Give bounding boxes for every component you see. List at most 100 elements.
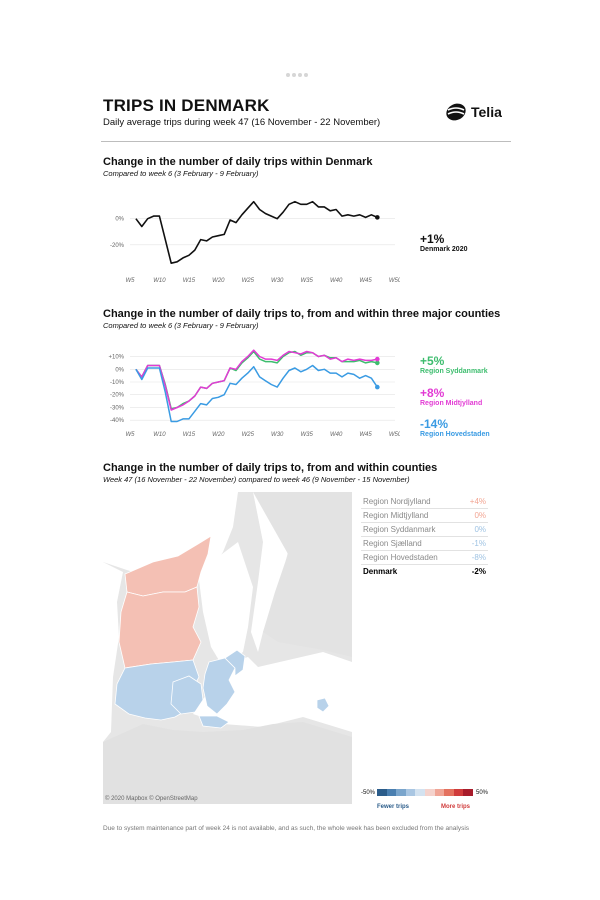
- footnote: Due to system maintenance part of week 2…: [103, 825, 470, 832]
- region-name: Region Nordjylland: [363, 497, 431, 506]
- x-tick-label: W25: [242, 432, 255, 438]
- chart2-callout-label: Region Midtjylland: [420, 400, 483, 407]
- legend-swatch: [396, 789, 406, 796]
- total-name: Denmark: [363, 567, 398, 576]
- region-hovedstaden-bornholm: [316, 697, 330, 713]
- legend-swatch: [434, 789, 445, 796]
- chart-three-counties: +10% 0% -10% -20% -30% -40% W5 W10 W15 W20 W25 W30 W…: [108, 349, 400, 438]
- legend-max: 50%: [476, 790, 489, 796]
- region-hovedstaden: [224, 649, 246, 677]
- y-tick-label: -20%: [110, 243, 125, 249]
- chart2-callout-label: Region Hovedstaden: [420, 431, 490, 438]
- y-tick-label: -10%: [110, 380, 125, 386]
- x-tick-label: W40: [330, 278, 343, 284]
- legend-swatch: [424, 789, 435, 796]
- region-syddanmark-funen: [170, 675, 204, 715]
- legend-fewer-label: Fewer trips: [377, 804, 410, 810]
- pager-dot[interactable]: [292, 73, 296, 77]
- page-title: TRIPS IN DENMARK: [103, 96, 270, 115]
- chart1-callout-label: Denmark 2020: [420, 246, 468, 253]
- x-tick-label: W5: [126, 278, 136, 284]
- region-table-row: Region Nordjylland +4%: [361, 495, 488, 509]
- region-table-row: Region Hovedstaden -8%: [361, 551, 488, 565]
- x-tick-label: W25: [242, 278, 255, 284]
- region-name: Region Midtjylland: [363, 511, 429, 520]
- series-line: [135, 350, 378, 410]
- pager-dots[interactable]: [286, 64, 310, 82]
- region-name: Region Sjælland: [363, 539, 422, 548]
- telia-logo: Telia: [445, 101, 502, 123]
- total-value: -2%: [471, 567, 486, 576]
- x-tick-label: W15: [183, 432, 196, 438]
- land-sweden: [253, 492, 352, 657]
- sea-area: [103, 562, 123, 742]
- legend-swatch: [453, 789, 464, 796]
- x-tick-label: W45: [359, 432, 372, 438]
- section3-title: Change in the number of daily trips to, …: [103, 462, 438, 474]
- series-line: [135, 200, 378, 264]
- legend-swatch: [386, 789, 397, 796]
- denmark-region-map[interactable]: © 2020 Mapbox © OpenStreetMap: [103, 492, 352, 804]
- map-credit[interactable]: © 2020 Mapbox © OpenStreetMap: [105, 796, 198, 802]
- region-value: -1%: [471, 539, 486, 548]
- series-end-point: [375, 384, 380, 390]
- region-value: 0%: [474, 525, 486, 534]
- y-tick-label: -40%: [110, 418, 125, 424]
- section2-title: Change in the number of daily trips to, …: [103, 308, 501, 320]
- legend-swatch: [444, 789, 454, 796]
- chart1-callout-value: +1%: [420, 232, 445, 246]
- chart2-callout-value: +8%: [420, 386, 445, 400]
- section3-subtitle: Week 47 (16 November - 22 November) comp…: [103, 475, 410, 484]
- chart2-callout-label: Region Syddanmark: [420, 368, 488, 375]
- section1-title: Change in the number of daily trips with…: [103, 156, 373, 168]
- header-divider: [101, 141, 511, 142]
- pager-dot[interactable]: [298, 73, 302, 77]
- pager-dot[interactable]: [286, 73, 290, 77]
- region-name: Region Hovedstaden: [363, 553, 438, 562]
- y-tick-label: -30%: [110, 405, 125, 411]
- y-tick-label: -20%: [110, 393, 125, 399]
- y-tick-label: +10%: [108, 355, 124, 361]
- logo-text: Telia: [471, 104, 502, 120]
- legend-more-label: More trips: [441, 804, 471, 810]
- x-tick-label: W40: [330, 432, 343, 438]
- x-tick-label: W35: [300, 278, 313, 284]
- x-tick-label: W10: [153, 278, 166, 284]
- chart2-callout-value: -14%: [420, 417, 449, 431]
- region-value: -8%: [471, 553, 486, 562]
- legend-swatch: [377, 789, 387, 796]
- telia-pebble-icon: [446, 103, 466, 121]
- section1-subtitle: Compared to week 6 (3 February - 9 Febru…: [103, 169, 259, 178]
- pager-dot[interactable]: [304, 73, 308, 77]
- sea-area: [198, 542, 253, 667]
- region-table: Region Nordjylland +4% Region Midtjylland 0…: [361, 495, 488, 578]
- x-tick-label: W20: [212, 278, 225, 284]
- region-midtjylland: [118, 586, 202, 669]
- series-line: [135, 349, 378, 411]
- color-legend: [377, 789, 473, 796]
- section2-subtitle: Compared to week 6 (3 February - 9 Febru…: [103, 321, 259, 330]
- region-name: Region Syddanmark: [363, 525, 436, 534]
- x-tick-label: W50: [389, 432, 400, 438]
- region-table-row: Region Syddanmark 0%: [361, 523, 488, 537]
- x-tick-label: W30: [271, 432, 284, 438]
- series-end-point: [375, 215, 380, 220]
- series-end-point: [375, 360, 380, 366]
- series-line: [135, 364, 378, 423]
- land-germany: [103, 722, 352, 804]
- chart-denmark-trips: 0% -20% W5 W10 W15 W20 W25 W30 W35 W40 W45 W50: [110, 200, 400, 284]
- x-tick-label: W35: [300, 432, 313, 438]
- region-sjaelland-islands: [198, 715, 230, 729]
- legend-swatch: [405, 789, 416, 796]
- x-tick-label: W5: [126, 432, 136, 438]
- legend-min: -50%: [361, 790, 376, 796]
- x-tick-label: W15: [183, 278, 196, 284]
- region-value: +4%: [469, 497, 486, 506]
- region-table-total: Denmark -2%: [361, 565, 488, 578]
- chart2-callout-value: +5%: [420, 354, 445, 368]
- x-tick-label: W20: [212, 432, 225, 438]
- x-tick-label: W30: [271, 278, 284, 284]
- y-tick-label: 0%: [115, 367, 124, 373]
- x-tick-label: W50: [389, 278, 400, 284]
- legend-swatch: [415, 789, 425, 796]
